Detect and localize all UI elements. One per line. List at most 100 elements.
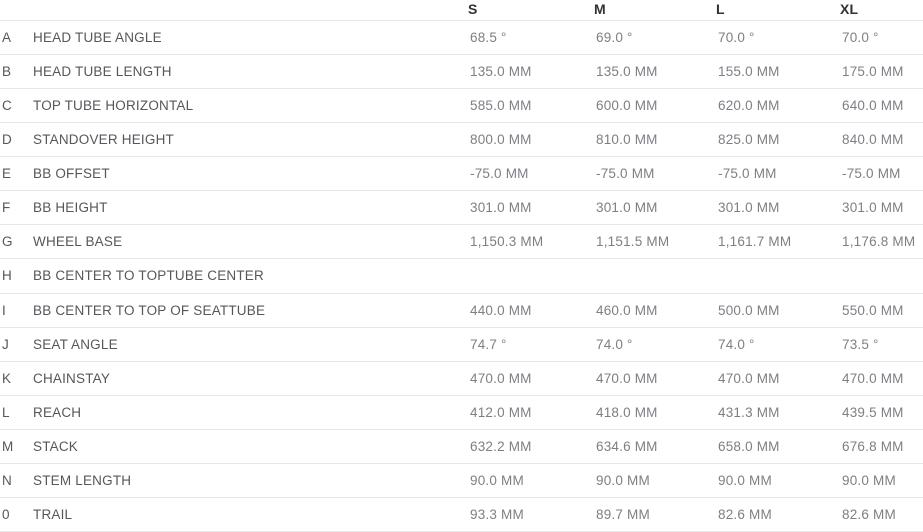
row-letter: M [2,438,14,454]
row-value-s: 93.3 MM [470,506,524,522]
table-row: E BB OFFSET -75.0 MM -75.0 MM -75.0 MM -… [0,157,923,192]
row-letter: H [2,268,12,284]
row-letter: I [2,302,6,318]
row-letter: 0 [2,506,10,522]
row-value-xl: 550.0 MM [842,302,904,318]
row-value-xl: 1,176.8 MM [842,234,916,250]
table-row: F BB HEIGHT 301.0 MM 301.0 MM 301.0 MM 3… [0,191,923,226]
row-letter: B [2,64,12,80]
row-label: HEAD TUBE LENGTH [33,64,172,80]
table-row: C TOP TUBE HORIZONTAL 585.0 MM 600.0 MM … [0,89,923,124]
row-value-m: 90.0 MM [596,472,650,488]
row-label: CHAINSTAY [33,370,111,386]
row-value-l: 620.0 MM [718,98,780,114]
row-value-xl: 470.0 MM [842,370,904,386]
row-value-xl: 676.8 MM [842,438,904,454]
row-value-m: 135.0 MM [596,64,658,80]
row-letter: E [2,166,12,182]
row-label: TOP TUBE HORIZONTAL [33,98,194,114]
row-value-s: 800.0 MM [470,132,532,148]
row-value-l: 470.0 MM [718,370,780,386]
row-value-m: 418.0 MM [596,404,658,420]
row-value-s: 1,150.3 MM [470,234,544,250]
header-label-spacer [33,0,468,1]
row-value-m: 69.0 ° [596,30,633,46]
row-value-s: -75.0 MM [470,166,529,182]
row-value-l: 155.0 MM [718,64,780,80]
table-row: N STEM LENGTH 90.0 MM 90.0 MM 90.0 MM 90… [0,464,923,498]
row-value-s: 90.0 MM [470,472,524,488]
row-label: REACH [33,404,82,420]
geometry-table-header: S M L XL [0,0,923,21]
row-letter: G [2,234,13,250]
header-letter-spacer [0,0,33,1]
row-letter: J [2,336,9,352]
row-value-m: 470.0 MM [596,370,658,386]
row-letter: K [2,370,12,386]
row-value-s: 470.0 MM [470,370,532,386]
column-header-m: M [594,1,606,17]
row-value-l: 301.0 MM [718,200,780,216]
row-value-s: 301.0 MM [470,200,532,216]
row-value-m: 634.6 MM [596,438,658,454]
row-label: TRAIL [33,506,73,522]
row-value-xl: 640.0 MM [842,98,904,114]
row-value-m: 600.0 MM [596,98,658,114]
row-value-s: 412.0 MM [470,404,532,420]
row-value-l: 500.0 MM [718,302,780,318]
column-header-xl: XL [840,1,859,17]
row-value-s: 74.7 ° [470,336,507,352]
row-label: BB HEIGHT [33,200,108,216]
row-value-m: 301.0 MM [596,200,658,216]
row-value-xl: 301.0 MM [842,200,904,216]
table-row: G WHEEL BASE 1,150.3 MM 1,151.5 MM 1,161… [0,225,923,260]
row-value-xl: 82.6 MM [842,506,896,522]
table-row: I BB CENTER TO TOP OF SEATTUBE 440.0 MM … [0,294,923,328]
table-row: A HEAD TUBE ANGLE 68.5 ° 69.0 ° 70.0 ° 7… [0,21,923,56]
table-row: D STANDOVER HEIGHT 800.0 MM 810.0 MM 825… [0,123,923,158]
row-value-s: 68.5 ° [470,30,507,46]
table-row: M STACK 632.2 MM 634.6 MM 658.0 MM 676.8… [0,430,923,464]
row-letter: D [2,132,12,148]
table-row: K CHAINSTAY 470.0 MM 470.0 MM 470.0 MM 4… [0,362,923,396]
row-value-l: 74.0 ° [718,336,755,352]
row-value-l: 431.3 MM [718,404,780,420]
row-label: HEAD TUBE ANGLE [33,30,162,46]
row-value-xl: 175.0 MM [842,64,904,80]
row-letter: F [2,200,11,216]
row-label: STACK [33,438,79,454]
table-row: B HEAD TUBE LENGTH 135.0 MM 135.0 MM 155… [0,55,923,90]
row-label: WHEEL BASE [33,234,123,250]
row-value-l: 825.0 MM [718,132,780,148]
row-value-s: 135.0 MM [470,64,532,80]
row-value-m: 460.0 MM [596,302,658,318]
row-value-xl: 70.0 ° [842,30,879,46]
row-letter: L [2,404,10,420]
row-value-l: 90.0 MM [718,472,772,488]
row-letter: N [2,472,12,488]
row-value-m: 1,151.5 MM [596,234,670,250]
row-label: BB CENTER TO TOPTUBE CENTER [33,268,264,284]
row-value-xl: -75.0 MM [842,166,901,182]
row-value-l: 82.6 MM [718,506,772,522]
column-header-l: L [716,1,725,17]
row-label: BB OFFSET [33,166,110,182]
row-value-m: -75.0 MM [596,166,655,182]
row-letter: C [2,98,12,114]
row-value-xl: 73.5 ° [842,336,879,352]
row-label: STANDOVER HEIGHT [33,132,174,148]
row-letter: A [2,30,12,46]
row-value-l: -75.0 MM [718,166,777,182]
table-row: L REACH 412.0 MM 418.0 MM 431.3 MM 439.5… [0,396,923,430]
column-header-s: S [468,1,478,17]
row-value-l: 70.0 ° [718,30,755,46]
table-row: 0 TRAIL 93.3 MM 89.7 MM 82.6 MM 82.6 MM [0,498,923,532]
row-value-s: 440.0 MM [470,302,532,318]
row-value-l: 658.0 MM [718,438,780,454]
row-label: BB CENTER TO TOP OF SEATTUBE [33,302,266,318]
row-value-s: 585.0 MM [470,98,532,114]
row-value-l: 1,161.7 MM [718,234,792,250]
row-value-m: 74.0 ° [596,336,633,352]
row-label: STEM LENGTH [33,472,132,488]
row-value-xl: 90.0 MM [842,472,896,488]
